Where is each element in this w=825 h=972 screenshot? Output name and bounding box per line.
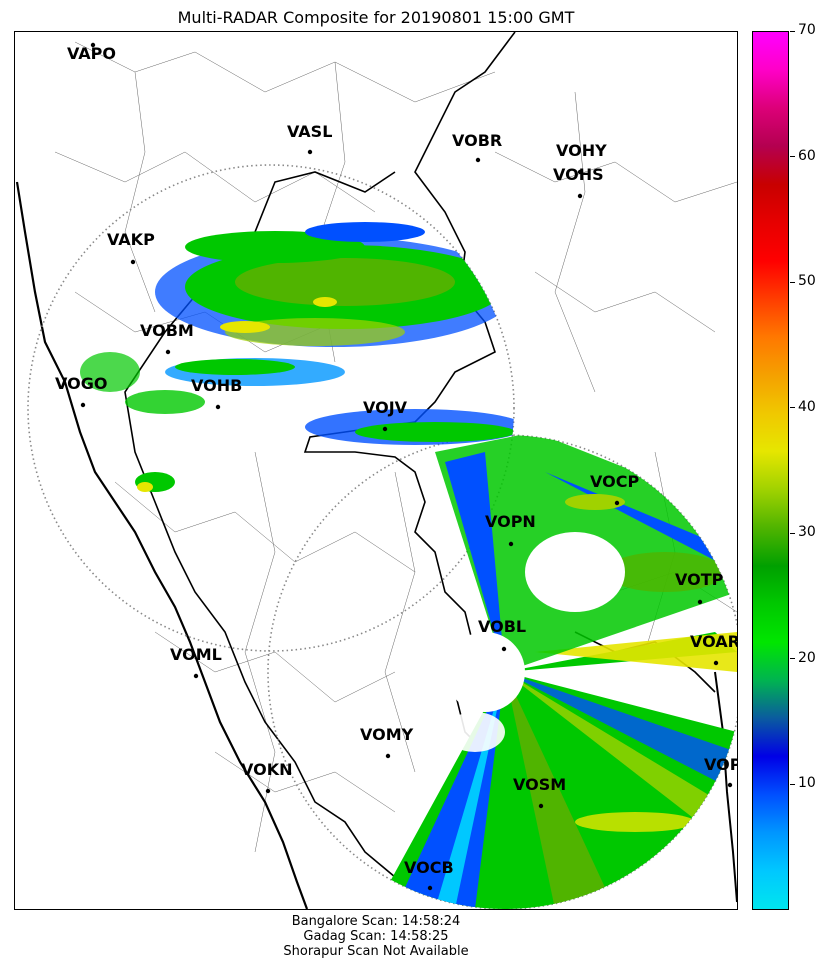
station-label: VOHS [553,165,604,184]
station-label: VAPO [67,44,116,63]
station-layer: VAPO VASL VOBR VOHY VOHS VAKP VOBM VOGO VOHB VOJV… [55,42,753,891]
station-label: VOKN [241,760,293,779]
station-vopn: VOPN [485,512,536,547]
station-vogo: VOGO [55,374,107,408]
station-vasl: VASL [287,122,332,155]
station-label: VOML [170,645,222,664]
station-vosm: VOSM [513,775,566,809]
station-label: VOBL [478,617,526,636]
gadag-scan-time: Gadag Scan: 14:58:25 [303,929,449,944]
colorbar-tick-label: 40 [798,398,816,415]
station-vobm: VOBM [140,321,194,355]
station-marker [307,149,313,155]
station-vocp: VOCP [590,472,639,506]
shorapur-scan-status: Shorapur Scan Not Available [283,944,469,959]
station-label: VOBR [452,131,502,150]
station-label: VOHY [556,141,607,160]
station-marker [577,193,583,199]
station-marker [193,673,199,679]
colorbar-tick-label: 70 [798,22,816,38]
station-vojv: VOJV [363,398,408,432]
station-label: VAKP [107,230,155,249]
map-title: Multi-RADAR Composite for 20190801 15:00… [177,8,575,27]
station-voar: VOAR [690,632,740,666]
station-label: VOMY [360,725,414,744]
coastline [15,181,309,910]
station-vokn: VOKN [241,760,293,794]
station-marker [427,885,433,891]
station-vakp: VAKP [107,230,155,265]
station-label: VOPC [704,755,737,774]
station-marker [265,788,271,794]
station-marker [475,157,481,163]
station-label: VOCB [404,858,454,877]
colorbar-tick-mark [790,532,795,534]
colorbar-gradient [753,32,788,909]
station-label: VOHB [191,376,242,395]
station-label: VOSM [513,775,566,794]
station-vohs: VOHS [553,165,604,199]
station-label: VOJV [363,398,408,417]
station-label: VOBM [140,321,194,340]
station-voml: VOML [170,645,222,679]
station-marker [382,426,388,432]
station-vobl: VOBL [478,617,526,652]
east-coastline [714,671,738,903]
gadag-echoes [80,222,514,492]
station-marker [713,660,719,666]
colorbar-tick-mark [790,783,795,785]
station-marker [385,753,391,759]
station-label: VASL [287,122,332,141]
colorbar-tick-mark [790,30,795,32]
station-marker [501,646,507,652]
station-marker [80,402,86,408]
station-marker [577,169,583,175]
station-label: VOGO [55,374,107,393]
scan-status-footer: Bangalore Scan: 14:58:24 Gadag Scan: 14:… [14,914,738,959]
station-marker [215,404,221,410]
colorbar-tick-mark [790,658,795,660]
station-votp: VOTP [675,570,724,605]
bangalore-echoes [375,435,737,909]
station-vohb: VOHB [191,376,242,410]
radar-map-canvas: VAPO VASL VOBR VOHY VOHS VAKP VOBM VOGO VOHB VOJV… [15,31,753,910]
station-label: VOCP [590,472,639,491]
station-label: VOTP [675,570,724,589]
station-vomy: VOMY [360,725,414,759]
station-marker [130,259,136,265]
colorbar-tick-label: 20 [798,649,816,666]
radar-map[interactable]: VAPO VASL VOBR VOHY VOHS VAKP VOBM VOGO VOHB VOJV… [14,31,753,910]
reflectivity-colorbar [752,31,789,910]
station-vohy: VOHY [556,141,607,175]
bangalore-scan-time: Bangalore Scan: 14:58:24 [291,914,461,929]
station-vocb: VOCB [404,858,454,891]
station-marker [538,803,544,809]
colorbar-tick-label: 50 [798,273,816,290]
colorbar-tick-mark [790,407,795,409]
colorbar-tick-mark [790,281,795,283]
colorbar-tick-label: 60 [798,147,816,164]
gadag-range-ring [27,164,515,652]
station-label: VOAR [690,632,737,651]
colorbar-tick-label: 10 [798,775,816,792]
station-marker [697,599,703,605]
colorbar-tick-label: 30 [798,524,816,541]
station-marker [90,42,96,48]
station-marker [508,541,514,547]
station-vobr: VOBR [452,131,502,163]
station-marker [727,782,733,788]
station-marker [614,500,620,506]
district-boundaries [54,41,738,853]
station-vapo: VAPO [67,42,116,63]
colorbar-tick-mark [790,156,795,158]
station-marker [165,349,171,355]
station-label: VOPN [485,512,536,531]
